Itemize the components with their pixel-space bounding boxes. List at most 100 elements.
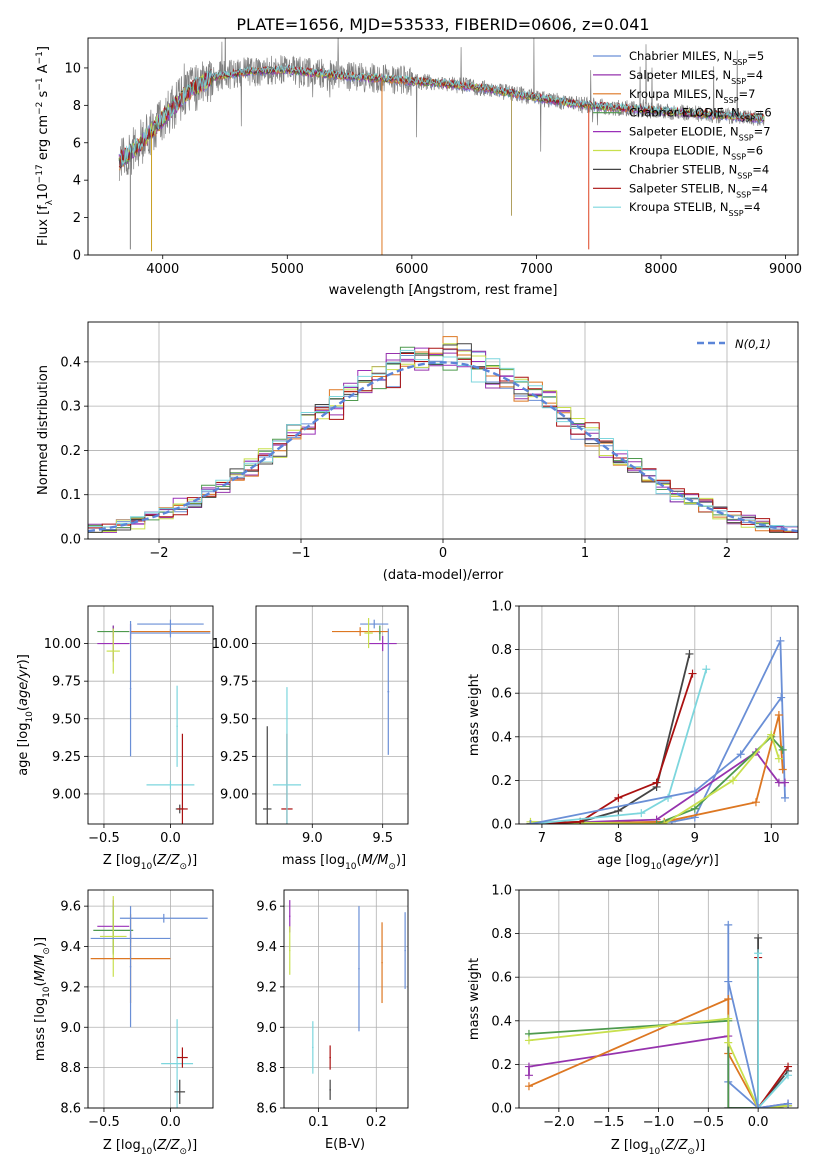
y-tick-label: 10 [64,61,81,76]
legend-label: Kroupa MILES, NSSP=7 [629,87,755,105]
x-axis-label: age [log10(age/yr)] [597,853,719,872]
panel-residuals: −2 −1 0 1 2 0.0 0.1 0.2 0.3 0.4 N(0,1) (data-model)… [36,321,799,583]
y-tick-label: 8.6 [256,1102,277,1117]
weight-marker [614,806,623,815]
errorbar-point [272,687,302,824]
y-tick-label: 9.2 [60,980,81,995]
weight-marker [774,711,783,719]
panel-mass_weight_vs_age: 7 8 9 10 0.0 0.2 0.4 0.6 0.8 1.0 age [log10(age/yr… [467,600,799,872]
x-tick-label: 6000 [395,262,428,277]
x-tick-label: 1 [581,546,589,561]
axes-frame [87,321,799,540]
axes: −0.5 0.0 9.00 9.25 9.50 9.75 10.00 [44,605,214,846]
axes: −2.0 −1.5 −1.0 −0.5 0.0 0.0 0.2 0.4 0.6 0.8 1.0 [491,884,799,1130]
panel-spectrum: 4000 5000 6000 7000 8000 9000 0 2 4 6 8 10 Chabrier … [35,37,802,298]
y-tick-label: 9.75 [52,675,81,690]
legend-label: Chabrier MILES, NSSP=5 [629,49,764,67]
y-tick-label: 9.4 [256,940,277,955]
weight-marker [724,1014,733,1023]
weight-marker [724,977,733,986]
weight-marker [524,1036,533,1045]
y-tick-label: 0.1 [60,488,81,503]
weight-line [530,697,782,824]
legend-label: N(0,1) [735,337,771,351]
errorbar-point [137,619,204,629]
plot-area [263,618,397,824]
weight-marker [702,665,711,674]
weight-marker [688,669,697,678]
x-tick-label: 0.0 [160,1115,181,1130]
normal-reference-curve [88,361,798,533]
y-tick-label: 9.4 [60,940,81,955]
errorbar-point [130,628,211,638]
legend-label: Chabrier STELIB, NSSP=4 [629,162,769,180]
weight-marker [524,1071,533,1080]
y-tick-label: 0.0 [491,818,512,833]
weight-series [724,977,793,1108]
x-axis-label: wavelength [Angstrom, rest frame] [329,283,558,298]
y-tick-label: 2 [73,211,81,226]
x-tick-label: −0.5 [693,1115,725,1130]
y-tick-label: 0.4 [491,1014,512,1029]
weight-marker [690,804,699,813]
weight-marker [784,1099,793,1108]
x-axis-label: E(B-V) [325,1137,365,1152]
legend: N(0,1) [697,337,771,351]
x-tick-label: 5000 [271,262,304,277]
y-tick-label: 0.2 [60,444,81,459]
y-tick-label: 0.4 [60,355,81,370]
weight-marker [754,1104,763,1108]
axes: 0.1 0.2 8.6 8.8 9.0 9.2 9.4 9.6 [256,889,409,1130]
y-tick-label: 0.8 [491,643,512,658]
x-tick-label: −2 [149,546,168,561]
weight-marker [778,765,787,774]
y-tick-label: 9.00 [52,787,81,802]
errorbar-point [329,1045,331,1070]
weight-marker [751,798,760,807]
y-tick-label: 10.00 [44,637,81,652]
errorbar-point [161,1019,194,1108]
y-tick-label: 0.8 [491,927,512,942]
x-tick-label: 9.5 [372,831,393,846]
x-axis-label: mass [log10(M/M⊙)] [282,853,406,872]
y-tick-label: 9.25 [220,750,249,765]
x-tick-label: 0 [439,546,447,561]
errorbar-point [119,913,208,923]
panel-mass_vs_EBV: 0.1 0.2 8.6 8.8 9.0 9.2 9.4 9.6 E(B-V) [256,889,409,1152]
weight-marker [781,778,790,787]
plot-area [88,336,798,533]
weight-marker [637,809,646,818]
plot-area [97,619,211,824]
weight-marker [736,750,745,759]
weight-marker [724,920,733,929]
y-tick-label: 9.50 [220,712,249,727]
axes-frame [283,889,409,1109]
y-tick-label: 9.00 [220,787,249,802]
weight-marker [777,693,786,702]
errorbar-point [378,625,381,641]
y-tick-label: 9.25 [52,750,81,765]
x-tick-label: −1.5 [593,1115,625,1130]
y-tick-label: 0.6 [491,687,512,702]
panel-age_vs_mass: 9.0 9.5 9.00 9.25 9.50 9.75 10.00 mass [log10(M… [212,605,409,872]
weight-series [754,949,793,1108]
legend-label: Kroupa STELIB, NSSP=4 [629,200,760,218]
residual-histogram [88,347,798,533]
x-tick-label: −1.0 [643,1115,675,1130]
weight-marker [652,778,661,787]
y-tick-label: 0.2 [491,774,512,789]
axes: 9.0 9.5 9.00 9.25 9.50 9.75 10.00 [212,605,409,846]
errorbar-point [106,628,120,674]
y-tick-label: 8.8 [60,1061,81,1076]
x-tick-label: 10 [763,831,780,846]
errorbar-point [358,906,360,1032]
errorbar-point [146,780,195,790]
errorbar-point [387,628,390,755]
axes-frame [518,605,799,825]
y-tick-label: 0.2 [491,1058,512,1073]
plot-area [118,38,765,255]
figure-title: PLATE=1656, MJD=53533, FIBERID=0606, z=0… [236,15,649,34]
legend-label: Salpeter STELIB, NSSP=4 [629,181,768,199]
y-tick-label: 0.6 [491,971,512,986]
